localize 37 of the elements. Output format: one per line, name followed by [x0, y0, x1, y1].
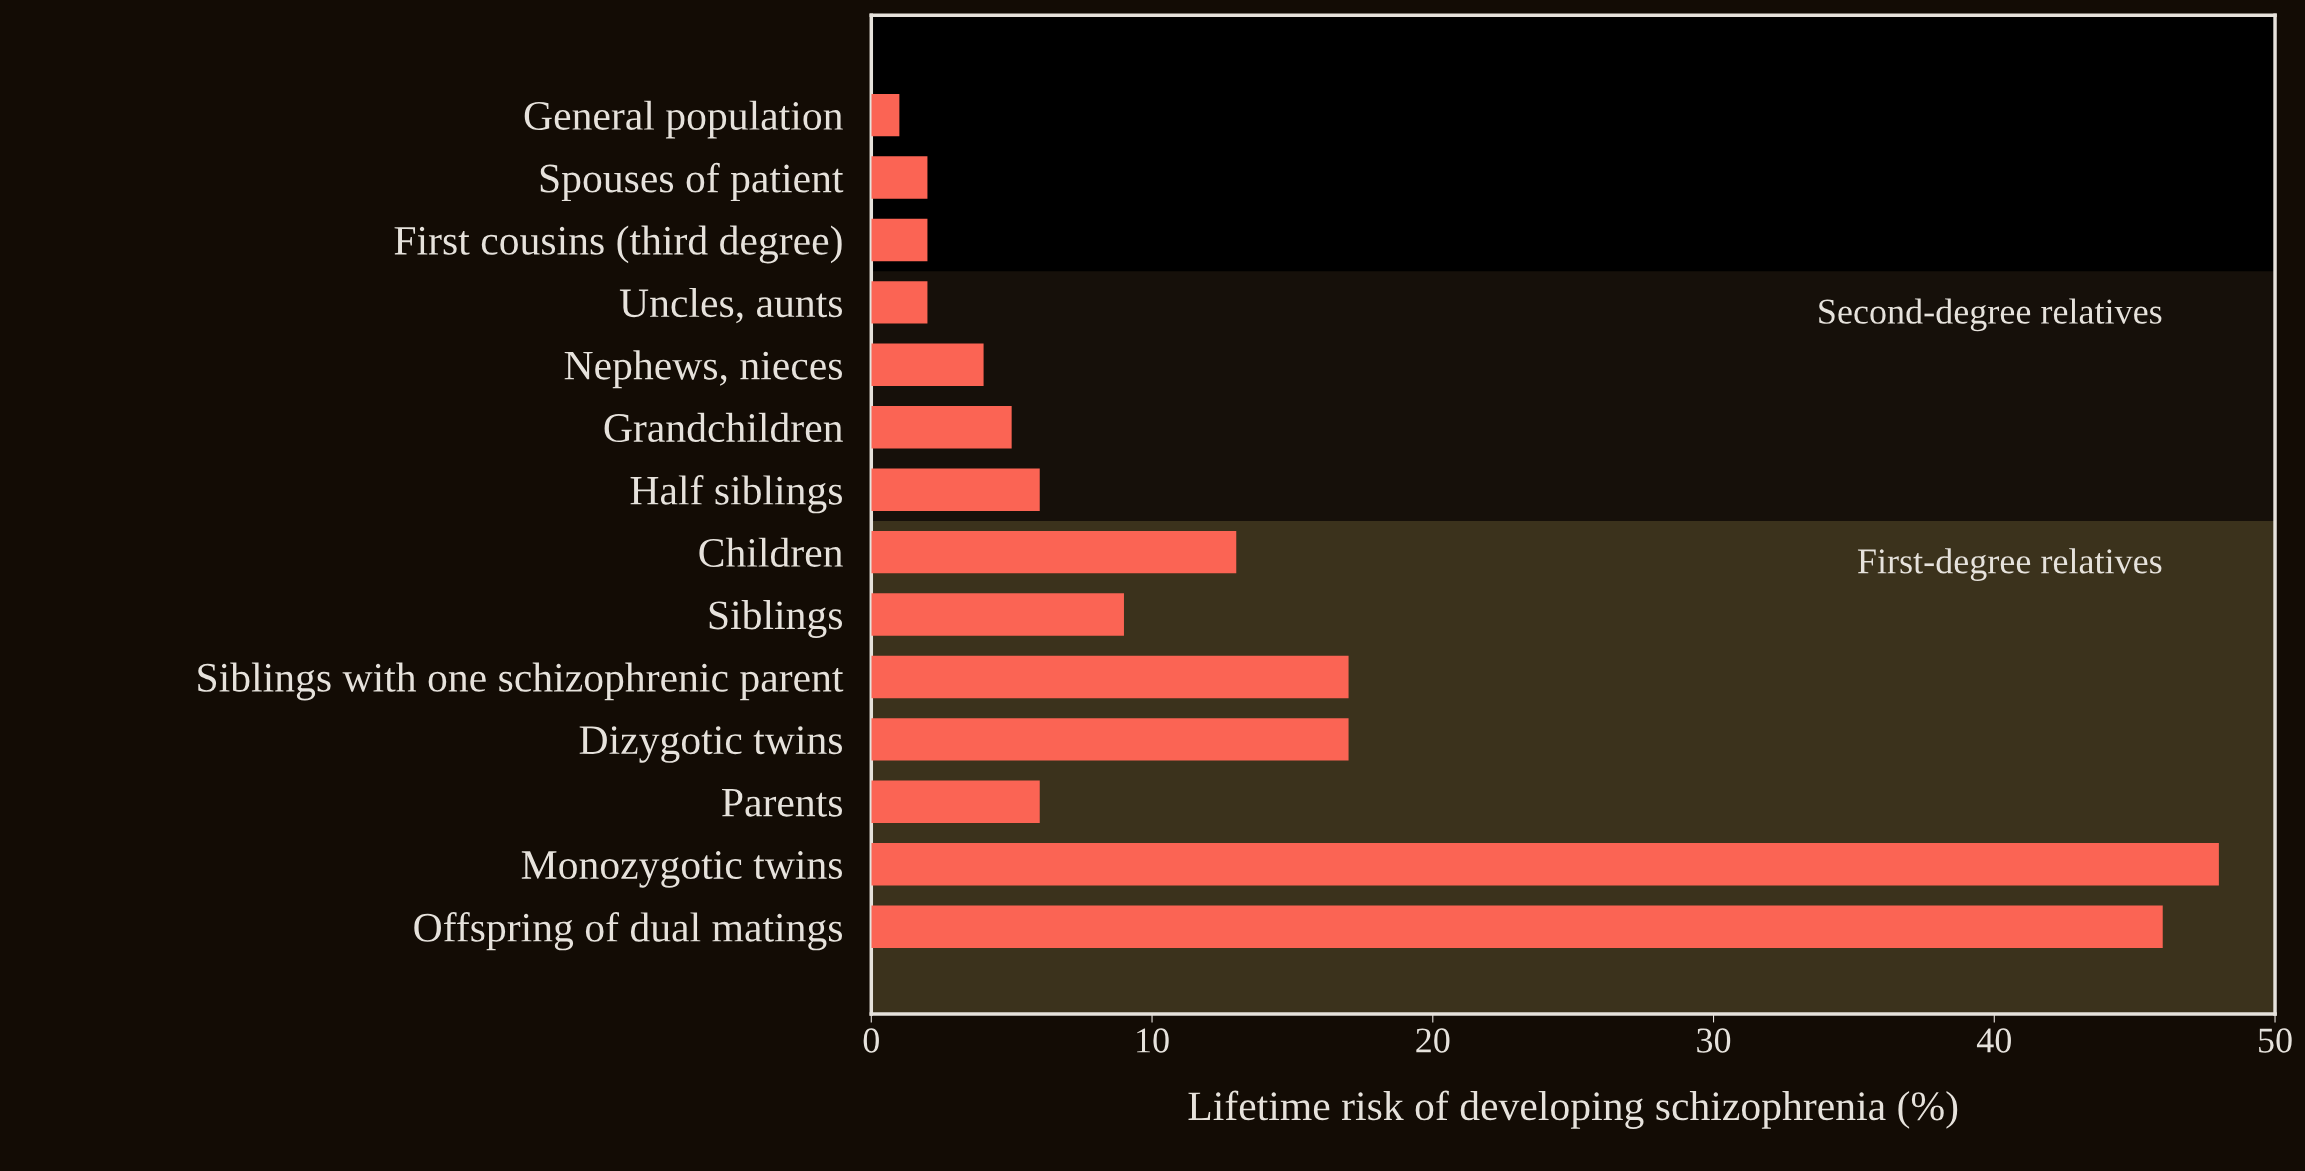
band-label: Second-degree relatives [1819, 298, 2162, 332]
x-tick-label: 20 [1416, 1028, 1450, 1053]
y-tick-label: Siblings [709, 600, 843, 638]
bar [871, 780, 1040, 824]
y-tick-label: Uncles, aunts [619, 287, 842, 324]
bar [871, 593, 1124, 636]
y-tick-label: General population [524, 100, 843, 139]
x-tick-label: 10 [1137, 1028, 1169, 1053]
y-tick-label: Dizygotic twins [579, 726, 842, 763]
band-label: First-degree relatives [1857, 548, 2162, 582]
y-tick-label: Parents [722, 789, 842, 817]
y-tick-label: Nephews, nieces [564, 350, 842, 389]
x-tick-label: 40 [1976, 1028, 2011, 1053]
bar [871, 843, 2219, 886]
y-tick-label: Grandchildren [604, 412, 843, 443]
x-tick-label: 30 [1697, 1028, 1731, 1053]
y-tick-label: Half siblings [630, 475, 842, 514]
y-tick-label: Offspring of dual matings [414, 912, 842, 951]
bar [871, 905, 2163, 948]
bar [871, 218, 928, 262]
bar [871, 156, 928, 199]
x-axis-title: Lifetime risk of developing schizophrenia (%) [1188, 1090, 1958, 1129]
x-tick-label: 0 [863, 1028, 879, 1053]
bar [871, 468, 1040, 511]
bar [871, 530, 1237, 574]
bar [871, 406, 1012, 449]
y-tick-label: Spouses of patient [540, 162, 844, 202]
y-tick-label: First cousins (third degree) [394, 225, 842, 264]
bar [871, 343, 984, 387]
x-tick-label: 50 [2259, 1028, 2292, 1053]
y-tick-label: Siblings with one schizophrenic parent [198, 662, 844, 701]
bar [871, 718, 1349, 761]
bar [871, 655, 1349, 699]
y-tick-label: Monozygotic twins [521, 851, 842, 888]
bar [871, 281, 928, 324]
y-tick-label: Children [699, 537, 843, 567]
bar [871, 93, 900, 137]
